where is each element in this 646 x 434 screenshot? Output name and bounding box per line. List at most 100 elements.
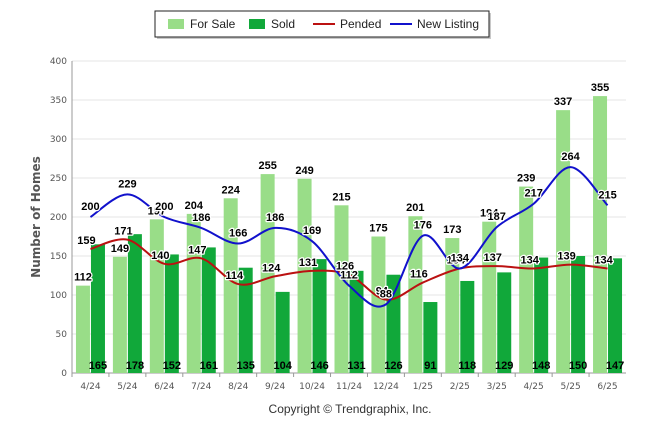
- label-for-sale: 201: [406, 202, 424, 214]
- line-new-listing: [89, 166, 609, 308]
- label-sold: 152: [163, 360, 181, 372]
- bar-sold: [275, 291, 290, 373]
- label-new-listing: 217: [524, 188, 542, 200]
- label-sold: 131: [347, 360, 365, 372]
- x-tick-label: 4/25: [524, 382, 544, 392]
- label-new-listing: 186: [266, 212, 284, 224]
- label-sold: 165: [89, 360, 107, 372]
- label-sold: 148: [532, 360, 550, 372]
- label-sold: 135: [237, 360, 255, 372]
- x-tick-label: 3/25: [487, 382, 507, 392]
- label-pended: 140: [151, 250, 169, 262]
- bar-sold: [201, 247, 216, 373]
- label-pended: 159: [77, 235, 95, 247]
- label-for-sale: 255: [258, 160, 276, 172]
- label-sold: 147: [606, 360, 624, 372]
- legend-item-for-sale-swatch: [168, 19, 184, 29]
- x-tick-label: 6/24: [154, 382, 174, 392]
- y-tick-label: 250: [50, 174, 67, 184]
- bar-for-sale: [186, 213, 201, 373]
- bar-sold: [608, 258, 623, 373]
- x-tick-label: 12/24: [373, 382, 399, 392]
- label-sold: 126: [384, 360, 402, 372]
- label-for-sale: 204: [185, 200, 204, 212]
- label-pended: 126: [336, 261, 354, 273]
- label-pended: 131: [299, 257, 317, 269]
- legend: For Sale Sold Pended New Listing: [154, 10, 491, 39]
- label-pended: 116: [410, 269, 428, 281]
- x-tick-label: 1/25: [413, 382, 433, 392]
- x-tick-label: 7/24: [191, 382, 211, 392]
- y-tick-label: 100: [50, 291, 67, 301]
- label-new-listing: 187: [488, 211, 506, 223]
- bar-sold: [127, 234, 142, 373]
- x-tick-label: 10/24: [299, 382, 325, 392]
- y-axis-ticks: 0 50 100 150 200 250 300 350 400: [50, 57, 67, 379]
- label-for-sale: 112: [74, 272, 92, 284]
- bar-sold: [90, 244, 105, 373]
- label-new-listing: 176: [414, 220, 432, 232]
- legend-item-for-sale-label: For Sale: [190, 17, 236, 31]
- x-tick-label: 9/24: [265, 382, 285, 392]
- label-new-listing: 88: [380, 288, 392, 300]
- bar-for-sale: [408, 216, 423, 373]
- label-for-sale: 173: [443, 224, 461, 236]
- bar-sold: [571, 256, 586, 373]
- label-pended: 134: [594, 254, 613, 266]
- label-new-listing: 200: [155, 201, 173, 213]
- label-sold: 91: [424, 360, 436, 372]
- label-pended: 137: [484, 252, 502, 264]
- bar-for-sale: [519, 186, 534, 373]
- bar-for-sale: [149, 219, 164, 373]
- label-for-sale: 355: [591, 82, 609, 94]
- bar-for-sale: [260, 174, 275, 373]
- y-tick-label: 150: [50, 252, 67, 262]
- x-tick-label: 5/25: [560, 382, 580, 392]
- legend-item-sold-label: Sold: [271, 17, 295, 31]
- label-for-sale: 175: [369, 223, 387, 235]
- grid: [71, 60, 626, 374]
- label-pended: 171: [114, 226, 132, 238]
- bar-for-sale: [75, 285, 90, 373]
- bar-for-sale: [223, 198, 238, 373]
- bar-for-sale: [334, 205, 349, 373]
- label-for-sale: 337: [554, 96, 572, 108]
- y-tick-label: 400: [50, 57, 67, 67]
- label-new-listing: 215: [598, 189, 616, 201]
- label-new-listing: 229: [118, 178, 136, 190]
- bar-for-sale: [297, 178, 312, 373]
- label-for-sale: 239: [517, 173, 535, 185]
- copyright-credit: Copyright © Trendgraphix, Inc.: [269, 402, 432, 416]
- bar-sold: [423, 302, 438, 373]
- label-sold: 161: [200, 360, 218, 372]
- bar-for-sale: [112, 256, 127, 373]
- label-pended: 94: [376, 286, 389, 298]
- bar-sold: [349, 270, 364, 373]
- label-new-listing: 112: [340, 270, 358, 282]
- bar-for-sale: [593, 96, 608, 373]
- x-tick-label: 5/24: [117, 382, 137, 392]
- label-for-sale: 149: [111, 243, 129, 255]
- y-tick-label: 0: [61, 369, 67, 379]
- label-for-sale: 215: [332, 191, 350, 203]
- x-tick-label: 11/24: [336, 382, 362, 392]
- label-sold: 178: [126, 360, 144, 372]
- label-pended: 124: [262, 262, 281, 274]
- legend-item-new-listing-label: New Listing: [417, 17, 479, 31]
- label-pended: 139: [557, 251, 575, 263]
- label-new-listing: 264: [561, 151, 580, 163]
- label-pended: 147: [188, 244, 206, 256]
- line-pended: [90, 238, 608, 301]
- label-sold: 118: [458, 360, 476, 372]
- legend-item-sold-swatch: [249, 19, 265, 29]
- label-new-listing: 169: [303, 225, 321, 237]
- bar-for-sale: [556, 110, 571, 373]
- bar-sold: [164, 254, 179, 373]
- label-new-listing: 186: [192, 212, 210, 224]
- legend-item-pended-label: Pended: [340, 17, 381, 31]
- x-tick-label: 2/25: [450, 382, 470, 392]
- label-for-sale: 224: [222, 184, 241, 196]
- label-pended: 134: [520, 254, 539, 266]
- bar-sold: [497, 272, 512, 373]
